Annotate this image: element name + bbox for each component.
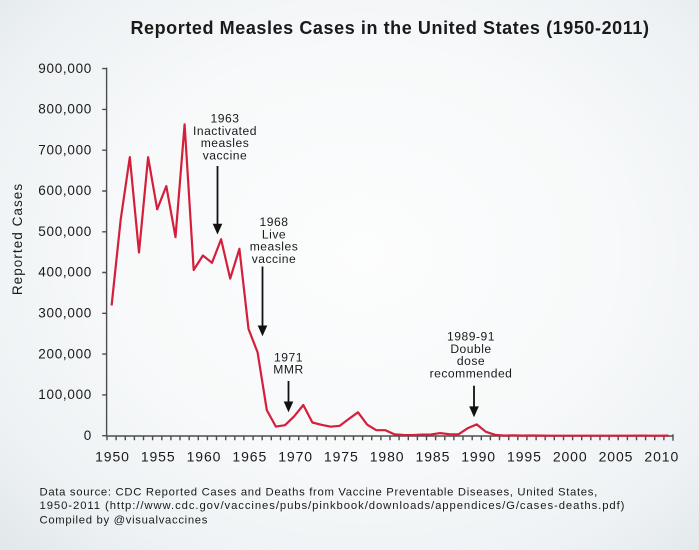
svg-text:0: 0 <box>84 428 92 443</box>
svg-text:300,000: 300,000 <box>38 306 92 321</box>
svg-text:1985: 1985 <box>416 448 451 464</box>
svg-text:700,000: 700,000 <box>38 142 92 157</box>
svg-text:Compiled by @visualvaccines: Compiled by @visualvaccines <box>40 514 209 526</box>
svg-text:1960: 1960 <box>187 448 222 464</box>
svg-text:400,000: 400,000 <box>38 265 92 280</box>
svg-text:1970: 1970 <box>278 448 313 464</box>
svg-text:1990: 1990 <box>461 448 496 464</box>
svg-text:1975: 1975 <box>324 448 359 464</box>
svg-text:Reported Measles Cases in the: Reported Measles Cases in the United Sta… <box>130 18 649 38</box>
svg-text:Reported Cases: Reported Cases <box>10 183 25 295</box>
svg-text:1995: 1995 <box>507 448 542 464</box>
svg-text:2005: 2005 <box>599 448 634 464</box>
svg-text:measles: measles <box>201 136 250 150</box>
svg-text:100,000: 100,000 <box>38 387 92 402</box>
svg-text:1971: 1971 <box>274 350 303 364</box>
svg-text:600,000: 600,000 <box>38 183 92 198</box>
svg-text:1963: 1963 <box>211 112 240 126</box>
svg-text:vaccine: vaccine <box>252 252 297 266</box>
svg-text:800,000: 800,000 <box>38 102 92 117</box>
svg-text:Live: Live <box>262 227 286 241</box>
svg-text:500,000: 500,000 <box>38 224 92 239</box>
svg-text:1980: 1980 <box>370 448 405 464</box>
svg-text:200,000: 200,000 <box>38 346 92 361</box>
svg-text:2010: 2010 <box>644 448 679 464</box>
svg-text:dose: dose <box>457 354 485 368</box>
svg-text:1968: 1968 <box>260 215 289 229</box>
svg-text:measles: measles <box>250 240 299 254</box>
svg-text:1950: 1950 <box>95 448 130 464</box>
svg-text:Data source: CDC Reported Case: Data source: CDC Reported Cases and Deat… <box>40 487 598 499</box>
svg-text:1955: 1955 <box>141 448 176 464</box>
svg-text:900,000: 900,000 <box>38 61 92 76</box>
svg-text:1989-91: 1989-91 <box>447 330 495 344</box>
svg-text:recommended: recommended <box>430 367 513 381</box>
svg-text:1950-2011 (http://www.cdc.gov/: 1950-2011 (http://www.cdc.gov/vaccines/p… <box>40 500 626 512</box>
svg-text:MMR: MMR <box>273 363 303 377</box>
svg-text:1965: 1965 <box>232 448 267 464</box>
svg-text:2000: 2000 <box>553 448 588 464</box>
svg-text:Double: Double <box>450 342 491 356</box>
svg-text:vaccine: vaccine <box>203 149 248 163</box>
svg-text:Inactivated: Inactivated <box>193 124 257 138</box>
